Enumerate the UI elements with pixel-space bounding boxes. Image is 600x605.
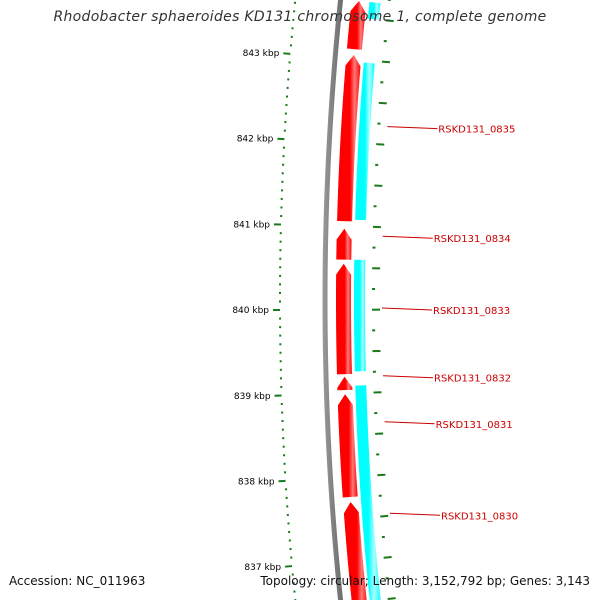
scale-label-839: 839 kbp bbox=[234, 392, 271, 402]
forward-gene-3 bbox=[337, 377, 352, 391]
accession-label: Accession: NC_011963 bbox=[9, 574, 145, 588]
inner-ruler-tick bbox=[380, 516, 388, 517]
gene-label-rskd131_0831: RSKD131_0831 bbox=[436, 420, 513, 431]
scale-label-843: 843 kbp bbox=[243, 49, 280, 59]
ruler-major-tick bbox=[283, 53, 290, 54]
forward-gene-5 bbox=[336, 229, 351, 260]
map-title: Rhodobacter sphaeroides KD131 chromosome… bbox=[0, 9, 600, 25]
scale-label-840: 840 kbp bbox=[232, 306, 269, 316]
inner-ruler-tick bbox=[388, 598, 396, 599]
inner-ruler-tick bbox=[382, 62, 390, 63]
gene-label-rskd131_0834: RSKD131_0834 bbox=[434, 234, 511, 245]
topology-label: Topology: circular; Length: 3,152,792 bp… bbox=[260, 574, 590, 588]
gene-label-rskd131_0832: RSKD131_0832 bbox=[434, 374, 511, 385]
ruler-major-tick bbox=[285, 566, 292, 567]
scale-label-841: 841 kbp bbox=[233, 220, 270, 230]
forward-gene-2 bbox=[338, 394, 358, 497]
gene-label-leader-6 bbox=[387, 127, 437, 129]
scale-label-838: 838 kbp bbox=[238, 478, 275, 488]
inner-ruler-tick bbox=[379, 103, 387, 104]
gene-label-leader-4 bbox=[382, 308, 432, 310]
gene-label-leader-3 bbox=[383, 376, 433, 378]
inner-ruler-tick bbox=[384, 557, 392, 558]
forward-gene-4 bbox=[336, 264, 352, 375]
gene-label-leader-1 bbox=[390, 513, 440, 515]
scale-label-837: 837 kbp bbox=[244, 563, 281, 573]
gene-label-rskd131_0833: RSKD131_0833 bbox=[433, 306, 510, 317]
gene-label-leader-2 bbox=[385, 422, 435, 424]
scale-label-842: 842 kbp bbox=[237, 135, 274, 145]
reverse-gene-2 bbox=[354, 260, 366, 372]
gene-label-rskd131_0835: RSKD131_0835 bbox=[438, 125, 515, 136]
gene-label-rskd131_0830: RSKD131_0830 bbox=[441, 511, 518, 522]
gene-label-leader-5 bbox=[383, 236, 433, 238]
